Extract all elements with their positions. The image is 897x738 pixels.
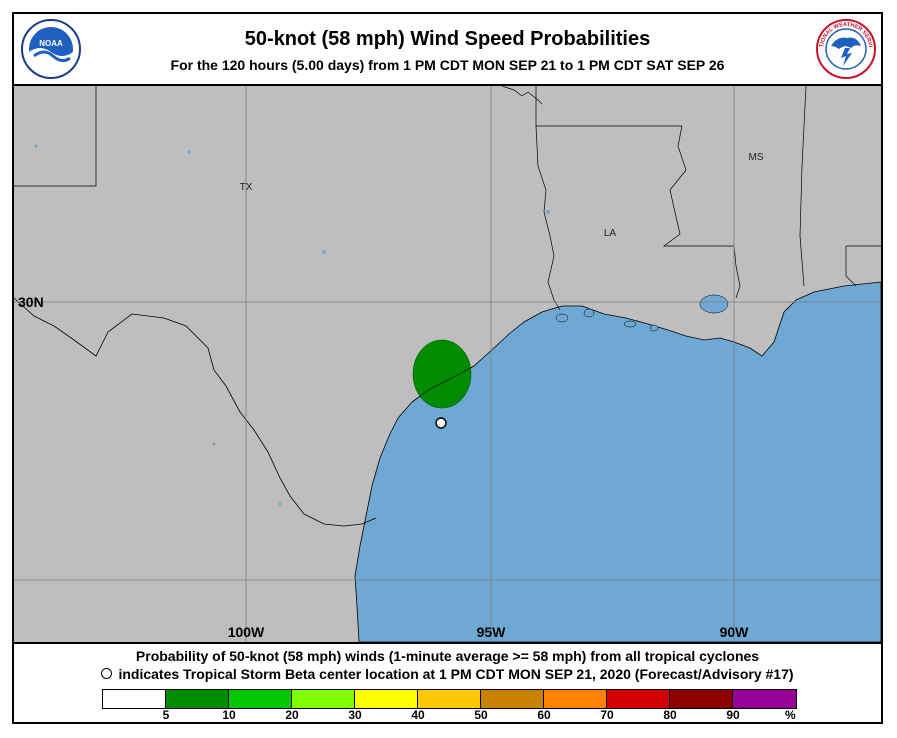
legend-swatch <box>229 690 292 708</box>
legend-swatch <box>544 690 607 708</box>
map-svg: TX LA MS 30N 100W 95W 90W <box>14 86 881 642</box>
chart-title: 50-knot (58 mph) Wind Speed Probabilitie… <box>244 28 651 50</box>
storm-center-icon <box>435 417 447 429</box>
coastline <box>411 365 475 403</box>
legend-tick-label: 50 <box>474 708 488 722</box>
legend-swatch <box>733 690 796 708</box>
lake <box>212 442 216 446</box>
state-label-ms: MS <box>749 152 764 163</box>
map-panel: TX LA MS 30N 100W 95W 90W <box>14 84 881 644</box>
product-frame: NOAA 50-knot (58 mph) Wind Speed Probabi… <box>12 12 883 724</box>
lake <box>623 320 637 328</box>
chart-subtitle: For the 120 hours (5.00 days) from 1 PM … <box>170 57 725 73</box>
legend-swatch <box>292 690 355 708</box>
lake <box>546 210 550 214</box>
lake <box>34 144 38 148</box>
legend-tick-label: 5 <box>162 708 170 722</box>
legend-tick-label: 30 <box>348 708 362 722</box>
lake <box>583 308 595 318</box>
noaa-logo-icon: NOAA <box>21 19 81 79</box>
legend-tick-label: 80 <box>663 708 677 722</box>
footer: Probability of 50-knot (58 mph) winds (1… <box>14 644 881 722</box>
legend-tick-label: 10 <box>222 708 236 722</box>
lake <box>555 313 569 323</box>
lake <box>649 324 659 332</box>
state-label-la: LA <box>604 228 617 239</box>
gulf-of-mexico <box>354 281 881 642</box>
lon-label-100w: 100W <box>228 624 265 640</box>
header: NOAA 50-knot (58 mph) Wind Speed Probabi… <box>14 14 881 84</box>
probability-area-5-10 <box>412 339 472 409</box>
legend-swatch <box>670 690 733 708</box>
lake <box>322 250 326 254</box>
legend-unit-label: % <box>785 708 796 722</box>
legend-swatch <box>418 690 481 708</box>
svg-text:NOAA: NOAA <box>39 39 63 48</box>
footer-storm-note: indicates Tropical Storm Beta center loc… <box>14 666 881 682</box>
rio-grande-border <box>14 297 377 527</box>
nws-logo-icon: NATIONAL WEATHER SERVICE <box>815 18 876 79</box>
footer-description: Probability of 50-knot (58 mph) winds (1… <box>135 648 760 664</box>
lon-label-95w: 95W <box>477 624 507 640</box>
state-borders <box>14 86 881 311</box>
legend-tick-label: 70 <box>600 708 614 722</box>
legend-ticks: 5 10 20 30 40 50 60 70 80 90% <box>102 708 802 722</box>
color-legend <box>102 689 797 709</box>
footer-storm-note-text: indicates Tropical Storm Beta center loc… <box>118 666 794 682</box>
legend-tick-label: 90 <box>726 708 740 722</box>
legend-swatch <box>166 690 229 708</box>
grid-lines <box>14 86 881 642</box>
legend-swatch <box>103 690 166 708</box>
legend-swatch <box>607 690 670 708</box>
lake-pontchartrain <box>699 294 729 314</box>
open-circle-icon <box>101 668 113 680</box>
legend-tick-label: 20 <box>285 708 299 722</box>
state-label-tx: TX <box>240 182 253 193</box>
lake <box>187 150 191 154</box>
legend-tick-label: 60 <box>537 708 551 722</box>
legend-swatch <box>481 690 544 708</box>
lat-label-30n: 30N <box>18 294 44 310</box>
lon-label-90w: 90W <box>720 624 750 640</box>
legend-tick-label: 40 <box>411 708 425 722</box>
lake <box>278 502 282 506</box>
legend-swatch <box>355 690 418 708</box>
